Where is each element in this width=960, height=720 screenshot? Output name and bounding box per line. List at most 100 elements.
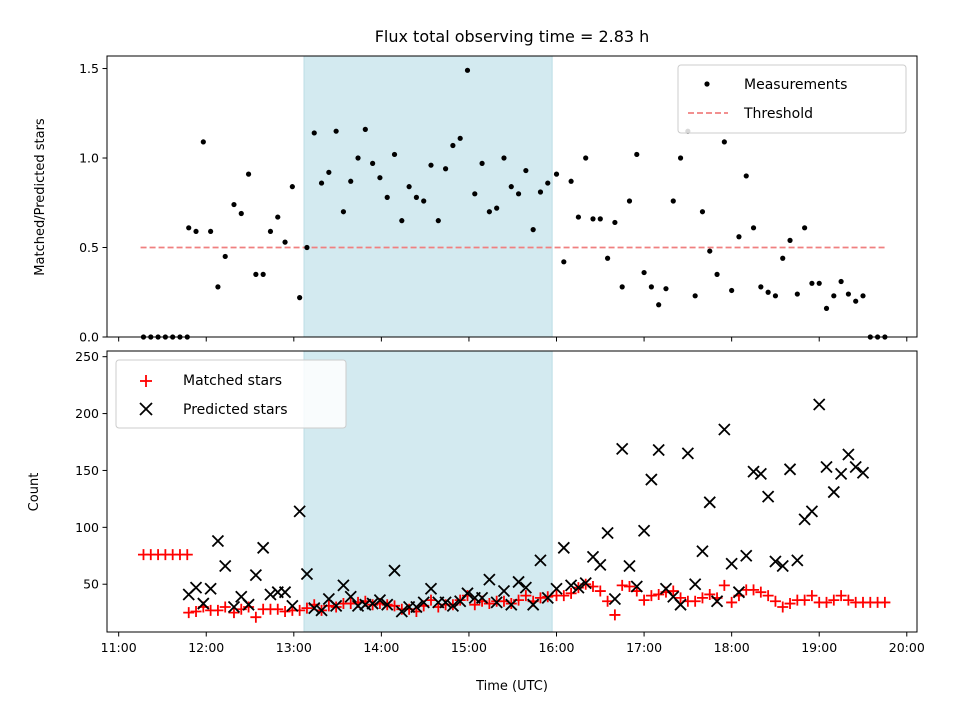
measurement-point bbox=[406, 184, 412, 190]
predicted-star-point bbox=[594, 558, 607, 572]
x-tick-label: 14:00 bbox=[363, 640, 399, 655]
measurement-point bbox=[472, 191, 478, 197]
predicted-star-point bbox=[344, 590, 357, 603]
measurement-point bbox=[413, 194, 420, 200]
matched-legend-marker bbox=[140, 375, 152, 387]
measurement-point bbox=[450, 142, 456, 149]
measurement-point bbox=[348, 178, 354, 184]
matched-star-point bbox=[667, 585, 679, 597]
matched-star-point bbox=[821, 596, 833, 608]
predicted-star-point bbox=[475, 591, 489, 605]
measurement-point bbox=[838, 278, 844, 285]
measurement-point bbox=[340, 209, 347, 215]
matched-star-point bbox=[675, 592, 687, 604]
matched-star-point bbox=[762, 590, 774, 602]
matched-star-point bbox=[594, 585, 606, 597]
predicted-legend-marker bbox=[139, 402, 153, 416]
predicted-star-point bbox=[264, 588, 277, 601]
bottom-x-ticks: 11:00 12:00 13:00 14:00 15:00 16:00 17:00 18:00… bbox=[101, 632, 925, 655]
predicted-star-point bbox=[630, 580, 643, 593]
predicted-star-point bbox=[497, 584, 511, 598]
measurement-point bbox=[267, 228, 274, 235]
measurement-point bbox=[326, 169, 332, 175]
predicted-star-point bbox=[366, 597, 379, 610]
predicted-star-point bbox=[417, 596, 430, 609]
matched-star-point bbox=[616, 579, 628, 591]
matched-star-point bbox=[623, 580, 635, 592]
measurement-point bbox=[275, 214, 281, 220]
measurement-point bbox=[721, 139, 727, 145]
predicted-star-point bbox=[754, 467, 767, 481]
matched-star-point bbox=[520, 590, 532, 602]
top-x-ticks bbox=[118, 337, 908, 342]
measurement-point bbox=[215, 284, 221, 290]
predicted-star-point bbox=[842, 448, 855, 461]
x-tick-label: 20:00 bbox=[889, 640, 925, 655]
matched-star-point bbox=[718, 579, 730, 591]
measurement-point bbox=[479, 160, 485, 166]
predicted-star-point bbox=[329, 599, 343, 612]
measurement-point bbox=[245, 171, 252, 177]
predicted-star-point bbox=[257, 541, 270, 554]
measurement-point bbox=[355, 155, 361, 161]
matched-star-point bbox=[777, 601, 789, 613]
measurement-point bbox=[780, 255, 786, 261]
measurement-points bbox=[140, 67, 888, 340]
matched-star-point bbox=[425, 594, 437, 606]
x-tick-label: 17:00 bbox=[626, 640, 662, 655]
measurement-point bbox=[663, 286, 669, 292]
measurement-point bbox=[758, 284, 764, 290]
matched-legend-label: Matched stars bbox=[183, 373, 282, 389]
bottom-plot-frame bbox=[106, 350, 918, 633]
predicted-star-point bbox=[740, 549, 753, 562]
predicted-star-point bbox=[849, 460, 862, 474]
measurement-point bbox=[619, 284, 625, 290]
bottom-legend-box bbox=[115, 359, 347, 429]
predicted-star-point bbox=[286, 599, 299, 612]
matched-star-points bbox=[137, 549, 891, 623]
predicted-star-point bbox=[315, 604, 328, 617]
predicted-star-point bbox=[227, 600, 241, 614]
measurement-point bbox=[604, 255, 611, 261]
predicted-star-point bbox=[204, 582, 217, 595]
measurement-point bbox=[362, 126, 368, 132]
matched-star-point bbox=[609, 609, 621, 621]
measurement-point bbox=[530, 227, 536, 233]
measurement-point bbox=[200, 139, 206, 145]
matched-star-point bbox=[879, 596, 891, 608]
measurement-point bbox=[677, 155, 684, 161]
matched-star-point bbox=[696, 592, 708, 604]
measurement-point bbox=[222, 253, 228, 260]
predicted-star-point bbox=[827, 485, 840, 499]
predicted-star-point bbox=[337, 579, 350, 592]
measurement-point bbox=[297, 295, 303, 301]
predicted-star-point bbox=[278, 586, 292, 599]
matched-star-point bbox=[219, 601, 231, 613]
predicted-star-point bbox=[608, 592, 622, 606]
measurement-point bbox=[545, 180, 551, 186]
predicted-star-point bbox=[483, 573, 496, 586]
measurement-point bbox=[809, 280, 815, 286]
predicted-star-point bbox=[249, 568, 263, 582]
measurement-point bbox=[590, 216, 596, 222]
x-tick-label: 18:00 bbox=[714, 640, 750, 655]
matched-star-point bbox=[638, 594, 650, 606]
matched-star-point bbox=[689, 595, 701, 607]
predicted-star-point bbox=[534, 554, 547, 567]
matched-star-point bbox=[755, 586, 767, 598]
observing-window-shade bbox=[303, 55, 553, 338]
matched-star-point bbox=[389, 600, 401, 612]
predicted-star-point bbox=[211, 534, 225, 548]
measurement-point bbox=[523, 167, 529, 174]
x-tick-label: 13:00 bbox=[276, 640, 312, 655]
predicted-star-point bbox=[388, 564, 401, 577]
measurement-point bbox=[823, 305, 830, 311]
matched-star-point bbox=[769, 595, 781, 607]
measurement-point bbox=[486, 209, 492, 215]
x-tick-label: 16:00 bbox=[538, 640, 574, 655]
top-legend-box bbox=[677, 64, 907, 134]
matched-star-point bbox=[228, 607, 240, 619]
predicted-legend-label: Predicted stars bbox=[183, 402, 288, 418]
x-tick-label: 15:00 bbox=[451, 640, 487, 655]
